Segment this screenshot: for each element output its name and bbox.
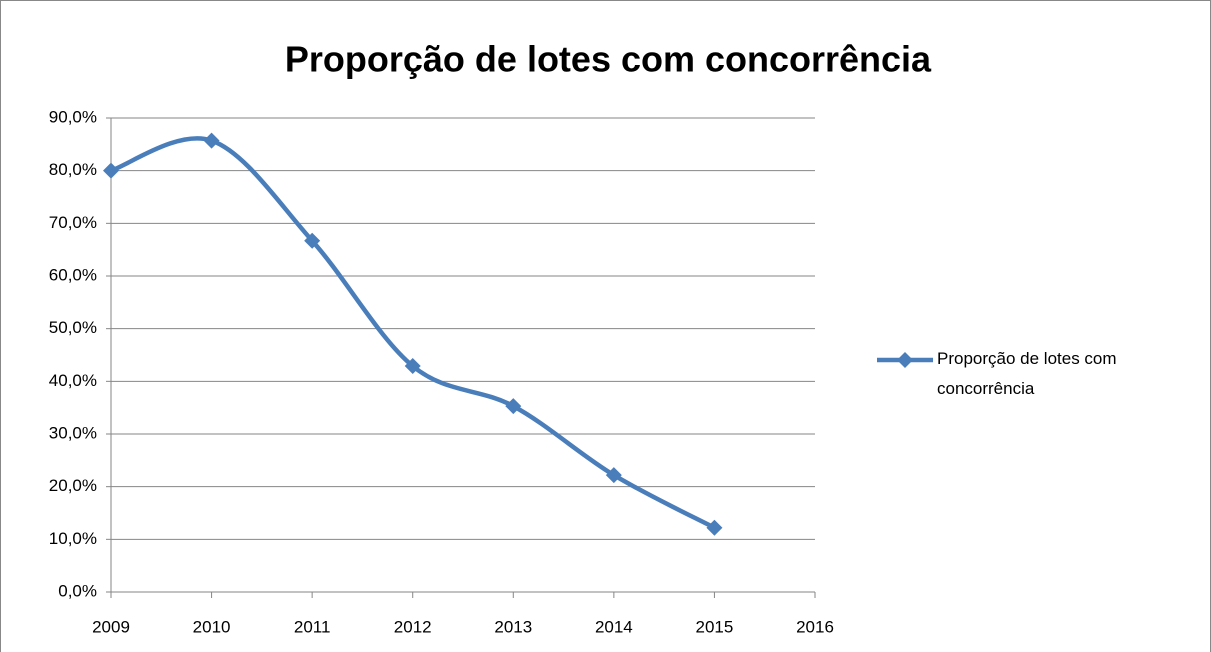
y-tick-label: 50,0%: [49, 318, 97, 337]
data-marker: [404, 358, 421, 375]
x-tick-label: 2013: [494, 617, 532, 636]
data-marker: [605, 467, 622, 484]
x-tick-label: 2016: [796, 617, 834, 636]
legend-marker: [897, 352, 913, 368]
y-tick-label: 10,0%: [49, 529, 97, 548]
data-marker: [103, 162, 119, 179]
y-tick-label: 90,0%: [49, 107, 97, 126]
legend-label: Proporção de lotes com concorrência: [937, 349, 1117, 398]
data-marker: [304, 232, 321, 249]
y-tick-label: 60,0%: [49, 265, 97, 284]
data-marker: [203, 132, 220, 149]
x-tick-label: 2011: [294, 617, 331, 636]
x-tick-label: 2014: [595, 617, 633, 636]
data-marker: [706, 519, 723, 536]
y-tick-label: 20,0%: [49, 476, 97, 495]
y-tick-label: 40,0%: [49, 371, 97, 390]
x-tick-label: 2010: [193, 617, 231, 636]
x-tick-label: 2015: [696, 617, 734, 636]
chart-title: Proporção de lotes com concorrência: [285, 39, 932, 80]
x-tick-label: 2009: [92, 617, 130, 636]
y-tick-label: 80,0%: [49, 160, 97, 179]
y-tick-label: 0,0%: [58, 581, 97, 600]
y-tick-label: 70,0%: [49, 213, 97, 232]
y-tick-label: 30,0%: [49, 423, 97, 442]
data-marker: [505, 398, 522, 415]
x-tick-label: 2012: [394, 617, 432, 636]
